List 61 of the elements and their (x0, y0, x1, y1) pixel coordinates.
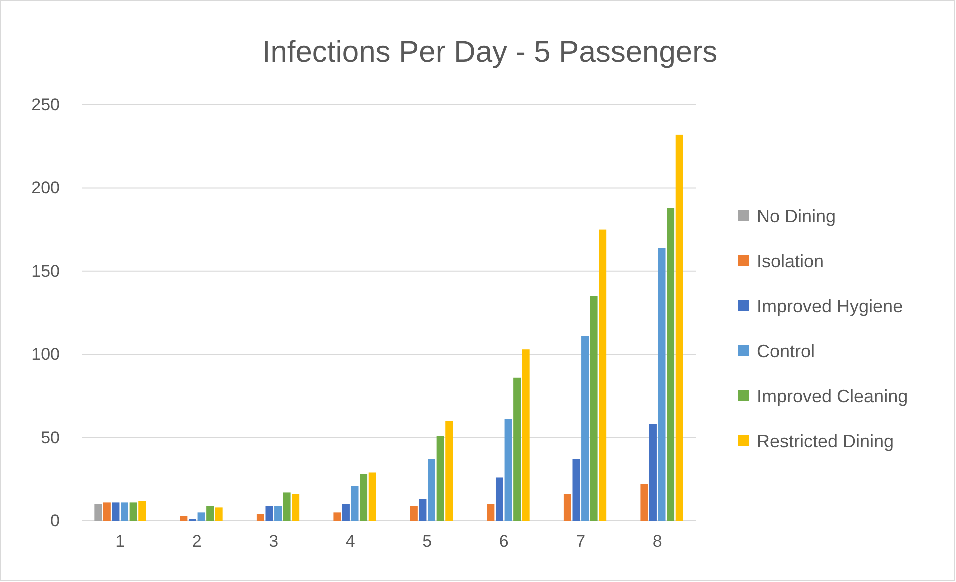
bar (368, 472, 376, 521)
bar (121, 502, 129, 521)
y-tick-label: 150 (32, 262, 60, 281)
bar (658, 248, 666, 521)
bar (514, 378, 522, 521)
bar (215, 508, 223, 521)
bar (103, 502, 111, 521)
legend-label: Control (757, 341, 816, 362)
bar (590, 296, 598, 521)
bar (582, 336, 590, 521)
y-tick-label: 0 (50, 511, 60, 530)
bar (206, 506, 214, 521)
bar (138, 501, 146, 521)
x-tick-label: 7 (576, 532, 586, 552)
bar (676, 134, 684, 521)
x-tick-label: 8 (652, 532, 662, 552)
bar (198, 512, 206, 521)
legend-label: Improved Cleaning (757, 386, 908, 406)
x-tick-label: 2 (192, 532, 202, 552)
bar (180, 516, 188, 521)
bar (667, 208, 675, 521)
bar (256, 514, 264, 521)
y-tick-label: 100 (32, 345, 60, 364)
x-tick-label: 5 (422, 532, 432, 552)
bar (564, 494, 572, 521)
bar (130, 502, 138, 521)
bar (292, 494, 300, 521)
bar (599, 230, 607, 521)
bar (640, 484, 648, 521)
bar (94, 504, 102, 521)
legend-label: Improved Hygiene (757, 296, 904, 316)
bar (283, 492, 291, 521)
bar (436, 436, 444, 521)
bar (487, 504, 495, 521)
bar (351, 486, 359, 521)
bar (496, 478, 504, 521)
chart-title: Infections Per Day - 5 Passengers (262, 36, 718, 69)
bar (410, 506, 418, 521)
bar (428, 459, 436, 521)
bar (419, 499, 427, 521)
y-tick-label: 50 (41, 428, 60, 448)
y-tick-label: 250 (32, 95, 60, 114)
y-tick-label: 200 (32, 178, 60, 198)
bar (112, 502, 120, 521)
x-tick-label: 1 (116, 532, 126, 552)
bar (274, 506, 282, 521)
legend-label: Restricted Dining (757, 431, 894, 452)
bar (266, 506, 274, 521)
legend-label: No Dining (757, 206, 836, 226)
legend-label: Isolation (757, 251, 824, 272)
bar (334, 512, 342, 521)
bar (572, 459, 580, 521)
bar (446, 421, 454, 521)
bar (504, 419, 512, 521)
bar (342, 504, 350, 521)
bar (522, 350, 530, 521)
bar (360, 474, 368, 521)
x-tick-label: 6 (499, 532, 509, 552)
bar (649, 424, 657, 521)
x-tick-label: 3 (269, 532, 279, 552)
x-tick-label: 4 (346, 532, 356, 552)
